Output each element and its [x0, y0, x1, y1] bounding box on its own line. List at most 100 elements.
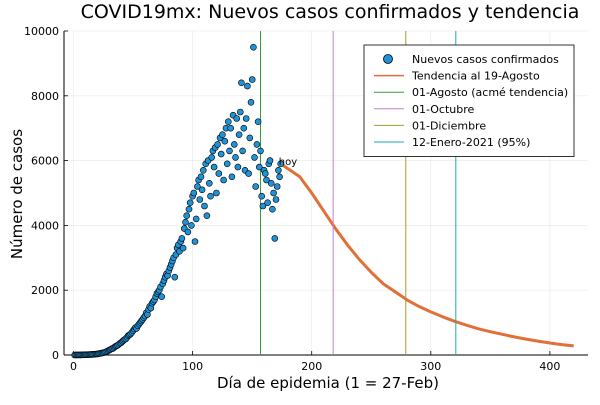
data-point — [200, 167, 207, 174]
data-point — [259, 202, 267, 210]
data-point — [183, 212, 190, 219]
data-point — [235, 131, 243, 138]
data-point — [264, 199, 271, 206]
x-axis-label: Día de epidemia (1 = 27-Feb) — [217, 374, 439, 392]
data-point — [246, 134, 254, 142]
data-point — [269, 205, 276, 213]
data-point — [252, 183, 259, 190]
data-point — [251, 154, 258, 161]
data-point — [188, 222, 195, 229]
data-point — [277, 160, 285, 168]
data-point — [261, 170, 269, 177]
data-point — [238, 79, 245, 87]
data-point — [217, 150, 225, 158]
data-point — [191, 238, 199, 245]
data-point — [244, 82, 251, 90]
y-tick-label: 10000 — [24, 25, 59, 38]
data-point — [184, 228, 192, 236]
data-point — [227, 124, 234, 132]
data-point — [219, 131, 226, 138]
data-point — [266, 157, 274, 164]
data-point — [194, 183, 201, 190]
x-tick-label: 400 — [539, 360, 560, 373]
data-point — [233, 115, 240, 122]
legend-marker — [383, 54, 393, 64]
y-axis-label: Número de casos — [8, 129, 26, 259]
data-point — [214, 141, 221, 148]
legend: Nuevos casos confirmados Tendencia al 19-… — [363, 44, 575, 157]
data-point — [273, 183, 281, 190]
legend-label: 12-Enero-2021 (95%) — [412, 136, 530, 149]
data-point — [228, 173, 236, 181]
chart-title: COVID19mx: Nuevos casos confirmados y te… — [81, 1, 580, 23]
data-point — [220, 176, 227, 184]
x-tick-label: 200 — [301, 360, 322, 373]
data-point — [239, 147, 246, 155]
x-tick-label: 0 — [70, 360, 77, 373]
data-point — [221, 137, 229, 145]
data-point — [272, 196, 280, 203]
data-point — [158, 293, 165, 301]
y-tick-label: 8000 — [31, 90, 59, 103]
data-point — [270, 189, 277, 197]
legend-label: 01-Agosto (acmé tendencia) — [412, 86, 568, 99]
data-point — [179, 244, 187, 252]
data-point — [201, 202, 208, 210]
data-point — [192, 215, 200, 223]
data-point — [178, 235, 186, 242]
data-point — [255, 163, 263, 171]
legend-label: 01-Diciembre — [412, 119, 486, 132]
data-point — [171, 273, 179, 281]
data-point — [226, 147, 233, 155]
data-point — [190, 189, 198, 197]
data-point — [242, 115, 250, 122]
data-point — [231, 141, 238, 148]
data-point — [197, 173, 205, 181]
x-tick-label: 300 — [420, 360, 441, 373]
legend-label: Nuevos casos confirmados — [412, 53, 559, 66]
x-tick-label: 100 — [182, 360, 203, 373]
data-point — [247, 99, 255, 106]
legend-box — [363, 44, 575, 157]
data-point — [250, 43, 257, 51]
y-tick-label: 4000 — [31, 219, 59, 232]
data-point — [182, 218, 189, 226]
data-point — [245, 170, 252, 177]
data-point — [185, 205, 193, 213]
y-tick-label: 0 — [52, 349, 59, 362]
data-point — [198, 186, 206, 194]
data-point — [267, 180, 275, 187]
data-point — [240, 124, 248, 132]
data-point — [232, 154, 239, 161]
data-point — [275, 167, 282, 174]
data-point — [271, 235, 279, 242]
data-point — [215, 170, 223, 177]
legend-label: 01-Octubre — [412, 103, 475, 116]
data-point — [253, 141, 261, 148]
y-tick-label: 6000 — [31, 155, 59, 168]
data-point — [263, 176, 270, 184]
data-point — [213, 189, 220, 197]
data-point — [254, 118, 262, 125]
data-point — [276, 173, 283, 181]
data-point — [223, 160, 231, 168]
data-point — [258, 192, 266, 200]
data-point — [186, 199, 194, 206]
data-point — [196, 196, 204, 203]
data-point — [208, 154, 215, 161]
data-point — [203, 212, 211, 219]
legend-label: Tendencia al 19-Agosto — [411, 70, 540, 83]
data-point — [210, 163, 218, 171]
data-point — [237, 108, 244, 116]
data-point — [248, 76, 256, 83]
data-point — [234, 163, 242, 171]
annotation-hoy: hoy — [279, 157, 297, 168]
data-point — [206, 180, 213, 187]
data-point — [207, 192, 214, 200]
data-point — [225, 118, 232, 125]
y-tick-label: 2000 — [31, 284, 59, 297]
data-point — [257, 147, 264, 155]
